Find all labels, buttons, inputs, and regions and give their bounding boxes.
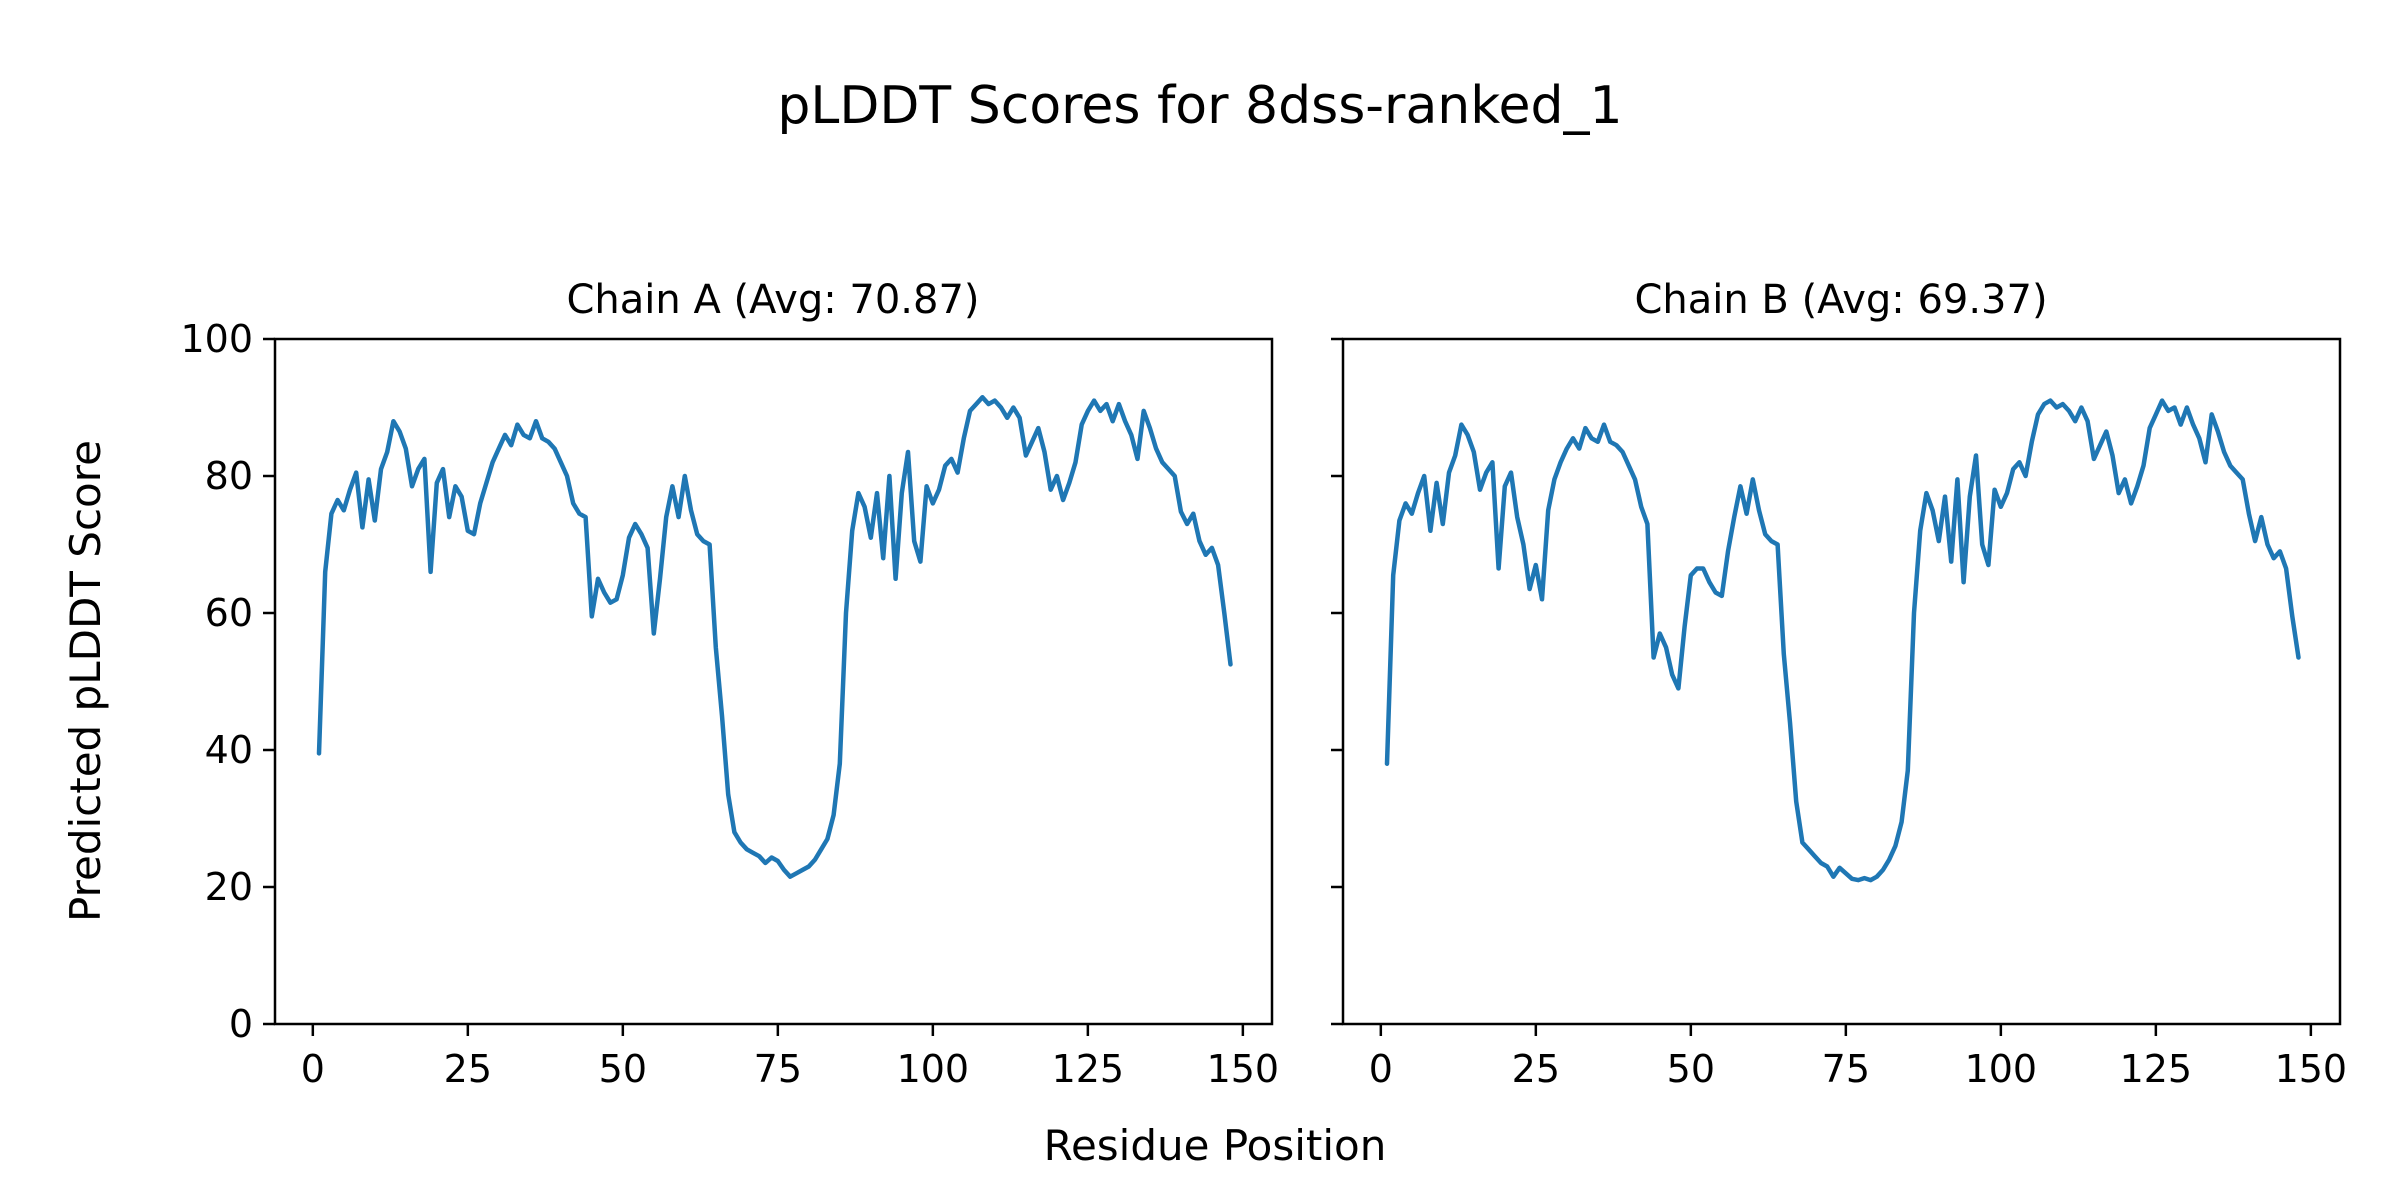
subplot-b-title: Chain B (Avg: 69.37) <box>1634 277 2047 323</box>
y-tick-label: 80 <box>205 454 253 498</box>
y-tick-label: 20 <box>205 865 253 909</box>
x-tick-label: 100 <box>1965 1047 2038 1091</box>
x-tick-label: 100 <box>897 1047 970 1091</box>
y-tick-label: 40 <box>205 728 253 772</box>
x-tick-label: 150 <box>2275 1047 2348 1091</box>
chain-b-line <box>1384 398 2301 883</box>
x-tick-label: 50 <box>1667 1047 1715 1091</box>
x-tick-label: 0 <box>1369 1047 1393 1091</box>
axes-box-a <box>273 337 1274 1026</box>
x-tick-label: 125 <box>1052 1047 1125 1091</box>
x-tick-label: 0 <box>301 1047 325 1091</box>
y-tick-label: 100 <box>180 317 253 361</box>
axes-box-b <box>1341 337 2342 1026</box>
subplot-a-axes: 0 25 50 75 100 125 150 0 20 40 60 80 100 <box>180 317 1279 1091</box>
x-tick-label: 50 <box>599 1047 647 1091</box>
x-tick-label: 25 <box>444 1047 492 1091</box>
y-axis-label: Predicted pLDDT Score <box>61 440 110 922</box>
x-tick-label: 125 <box>2120 1047 2193 1091</box>
x-tick-label: 75 <box>754 1047 802 1091</box>
y-tick-label: 0 <box>229 1002 253 1046</box>
x-tick-label: 25 <box>1512 1047 1560 1091</box>
x-axis-label: Residue Position <box>1044 1121 1387 1170</box>
chain-a-line <box>316 394 1233 879</box>
figure-suptitle: pLDDT Scores for 8dss-ranked_1 <box>777 76 1622 136</box>
subplot-b-axes: 0 25 50 75 100 125 150 <box>1331 337 2348 1091</box>
subplot-a-title: Chain A (Avg: 70.87) <box>566 277 979 323</box>
x-tick-label: 150 <box>1207 1047 1280 1091</box>
y-tick-label: 60 <box>205 591 253 635</box>
x-tick-label: 75 <box>1822 1047 1870 1091</box>
